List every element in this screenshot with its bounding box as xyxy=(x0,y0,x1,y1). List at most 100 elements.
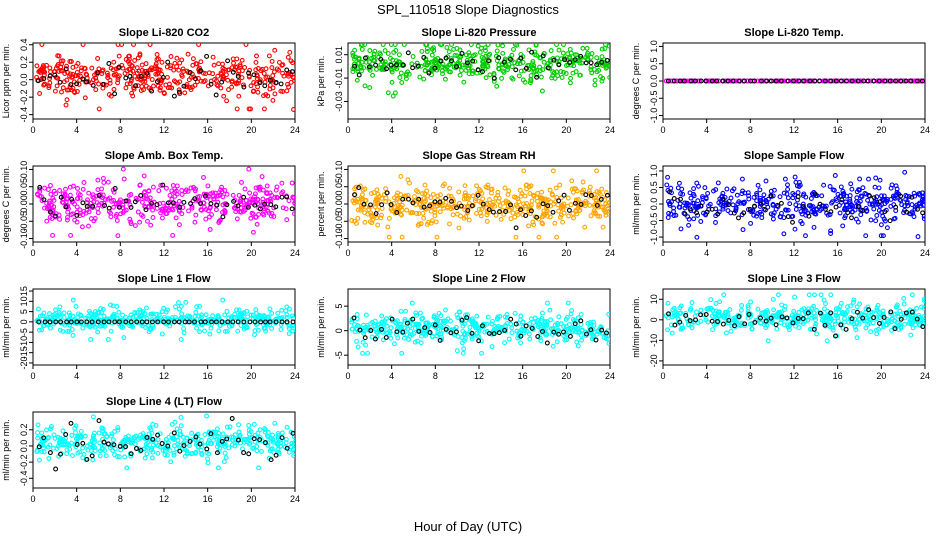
data-point xyxy=(476,328,482,334)
data-point xyxy=(41,81,47,87)
series-minute-slopes xyxy=(34,43,295,112)
data-point xyxy=(523,213,529,218)
data-point xyxy=(399,234,405,240)
data-point xyxy=(134,65,140,71)
data-point xyxy=(561,192,567,198)
data-point xyxy=(270,97,276,103)
data-point xyxy=(497,203,503,209)
data-point xyxy=(604,192,610,198)
scatter-points xyxy=(663,78,925,84)
data-point xyxy=(734,318,740,323)
data-point xyxy=(102,448,108,453)
data-point xyxy=(158,182,164,188)
data-point xyxy=(483,48,488,54)
data-point xyxy=(261,106,267,112)
data-point xyxy=(847,199,853,205)
data-point xyxy=(921,202,925,208)
data-point xyxy=(583,60,589,66)
data-point xyxy=(253,67,259,73)
data-point xyxy=(518,333,524,339)
x-tick-label: 8 xyxy=(118,371,123,381)
data-point xyxy=(116,204,122,210)
data-point xyxy=(892,326,898,332)
data-point xyxy=(758,320,763,326)
data-point xyxy=(557,214,563,220)
data-point xyxy=(440,71,446,77)
data-point xyxy=(130,324,136,330)
data-point xyxy=(466,200,472,206)
data-point xyxy=(762,319,768,325)
data-point xyxy=(718,202,724,207)
data-point xyxy=(431,45,436,51)
data-point xyxy=(852,316,858,322)
data-point xyxy=(141,173,147,179)
data-point xyxy=(372,336,378,342)
data-point xyxy=(73,423,79,429)
data-point xyxy=(390,93,396,99)
y-tick-label: -20 xyxy=(19,356,29,369)
data-point xyxy=(267,78,273,83)
data-point xyxy=(426,60,432,66)
data-point xyxy=(458,203,464,209)
data-point xyxy=(52,88,58,94)
data-point xyxy=(183,299,189,305)
scatter-points xyxy=(34,43,295,112)
data-point xyxy=(267,319,273,325)
data-point xyxy=(914,305,920,311)
data-point xyxy=(53,319,59,325)
data-point xyxy=(416,328,422,334)
data-point xyxy=(477,49,483,55)
data-point xyxy=(149,430,155,436)
data-point xyxy=(464,315,470,321)
data-point xyxy=(37,313,43,319)
data-point xyxy=(255,430,261,436)
data-point xyxy=(95,319,101,325)
data-point xyxy=(117,443,123,449)
data-point xyxy=(372,204,378,210)
data-point xyxy=(564,314,570,320)
data-point xyxy=(403,76,409,82)
data-point xyxy=(599,59,605,65)
data-point xyxy=(186,208,191,214)
data-point xyxy=(423,43,429,48)
data-point xyxy=(224,434,230,440)
data-point xyxy=(693,204,699,210)
data-point xyxy=(213,207,219,213)
data-point xyxy=(497,209,502,215)
data-point xyxy=(822,322,828,328)
data-point xyxy=(374,66,379,72)
data-point xyxy=(849,78,855,84)
scatter-points xyxy=(350,43,610,99)
data-point xyxy=(587,184,593,190)
data-point xyxy=(61,315,67,320)
data-point xyxy=(149,455,155,461)
data-point xyxy=(817,310,823,316)
data-point xyxy=(569,178,575,184)
data-point xyxy=(422,68,428,74)
data-point xyxy=(74,81,80,87)
data-point xyxy=(263,328,269,334)
data-point xyxy=(849,215,854,221)
data-point xyxy=(142,455,148,461)
data-point xyxy=(572,321,578,327)
data-point xyxy=(353,184,359,190)
data-point xyxy=(95,206,101,211)
data-point xyxy=(884,225,890,231)
data-point xyxy=(241,319,247,325)
data-point xyxy=(526,331,532,337)
data-point xyxy=(107,80,113,86)
data-point xyxy=(414,312,419,318)
data-point xyxy=(251,436,257,442)
data-point xyxy=(800,316,806,322)
data-point xyxy=(687,190,693,196)
data-point xyxy=(795,315,801,321)
data-point xyxy=(148,311,154,317)
data-point xyxy=(94,200,100,206)
data-point xyxy=(57,188,63,193)
data-point xyxy=(895,78,901,84)
data-point xyxy=(400,196,406,202)
data-point xyxy=(222,209,228,214)
data-point xyxy=(257,80,263,86)
data-point xyxy=(231,198,237,204)
data-point xyxy=(243,437,249,442)
